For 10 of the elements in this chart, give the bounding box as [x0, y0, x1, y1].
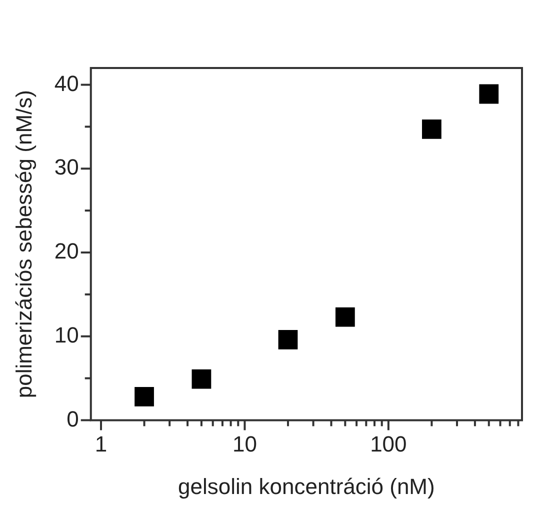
y-tick-label: 0	[66, 406, 79, 432]
x-tick-label: 100	[370, 431, 407, 456]
y-tick-label: 40	[54, 70, 79, 96]
x-tick-label: 1	[94, 431, 108, 456]
y-tick-label: 30	[54, 154, 79, 180]
y-tick-label: 20	[54, 238, 79, 264]
x-tick-label: 10	[232, 431, 257, 456]
y-tick-label: 10	[54, 322, 79, 348]
y-axis-title: polimerizációs sebesség (nM/s)	[11, 90, 36, 398]
x-axis-title: gelsolin koncentráció (nM)	[178, 474, 435, 499]
